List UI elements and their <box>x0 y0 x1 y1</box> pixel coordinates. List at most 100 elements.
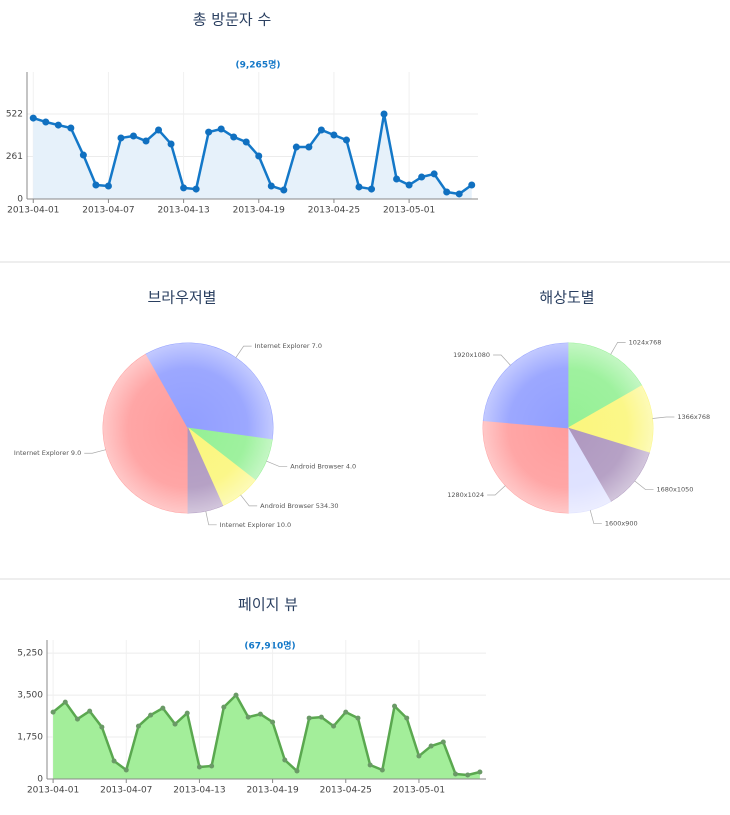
point <box>305 143 313 151</box>
point <box>343 709 349 715</box>
point <box>453 771 459 777</box>
area <box>33 114 472 199</box>
slice-label: 1280x1024 <box>447 491 484 499</box>
point <box>217 125 225 133</box>
x-tick-label: 2013-04-07 <box>82 206 134 216</box>
point <box>404 715 410 721</box>
leader-line <box>610 341 626 355</box>
point <box>205 128 213 136</box>
point <box>294 768 300 774</box>
leader-line <box>84 449 106 454</box>
leader-line <box>634 480 654 490</box>
point <box>29 114 37 122</box>
point <box>280 186 288 194</box>
slice-label: Android Browser 534.30 <box>260 502 338 510</box>
x-tick-label: 2013-05-01 <box>393 786 445 796</box>
slice-label: Internet Explorer 9.0 <box>14 449 81 457</box>
line <box>52 693 481 777</box>
y-tick-label: 522 <box>6 110 23 120</box>
point <box>221 704 227 710</box>
point <box>111 758 117 764</box>
point <box>342 136 350 144</box>
leader-line <box>487 485 506 496</box>
point <box>392 703 398 709</box>
slice-label: 1920x1080 <box>453 351 490 359</box>
point <box>355 183 363 191</box>
point <box>230 133 238 141</box>
point <box>99 724 105 730</box>
y-tick-label: 5,250 <box>17 649 43 659</box>
point <box>245 714 251 720</box>
slice-label: 1680x1050 <box>657 486 694 494</box>
point <box>430 170 438 178</box>
slice-label: 1024x768 <box>629 338 662 346</box>
point <box>355 715 361 721</box>
point <box>257 711 263 717</box>
leader-line <box>589 509 602 524</box>
leader-line <box>235 345 252 358</box>
x-tick-label: 2013-04-07 <box>100 786 152 796</box>
chart-title: 페이지 뷰 <box>238 596 298 614</box>
slice-label: Android Browser 4.0 <box>290 462 356 470</box>
point <box>123 767 129 773</box>
point <box>440 739 446 745</box>
point <box>367 762 373 768</box>
slice-label: Internet Explorer 7.0 <box>255 342 322 350</box>
point <box>50 709 56 715</box>
leader-line <box>205 511 217 526</box>
x-tick-label: 2013-04-01 <box>27 786 79 796</box>
point <box>242 138 250 146</box>
y-tick-label: 1,750 <box>17 733 43 743</box>
y-tick-label: 261 <box>6 152 23 162</box>
point <box>292 143 300 151</box>
point <box>192 185 200 193</box>
point <box>92 181 100 189</box>
slice-label: 1366x768 <box>677 413 710 421</box>
x-tick-label: 2013-04-13 <box>157 206 209 216</box>
chart-title: 총 방문자 수 <box>193 11 272 29</box>
point <box>405 181 413 189</box>
point <box>428 743 434 749</box>
x-tick-label: 2013-04-01 <box>7 206 59 216</box>
area <box>53 695 480 779</box>
point <box>67 124 75 132</box>
chart-title: 브라우저별 <box>147 289 216 307</box>
point <box>117 134 125 142</box>
point <box>54 121 62 129</box>
y-tick-label: 0 <box>37 775 43 785</box>
leader-line <box>652 416 675 419</box>
point <box>233 692 239 698</box>
point <box>393 175 401 183</box>
x-tick-label: 2013-04-25 <box>308 206 360 216</box>
point <box>317 126 325 134</box>
leader-line <box>240 494 258 507</box>
x-tick-label: 2013-04-19 <box>246 786 299 796</box>
point <box>368 185 376 193</box>
point <box>443 188 451 196</box>
point <box>330 131 338 139</box>
point <box>172 721 178 727</box>
point <box>468 181 476 189</box>
x-tick-label: 2013-04-19 <box>233 206 286 216</box>
y-tick-label: 3,500 <box>17 691 43 701</box>
point <box>79 151 87 159</box>
point <box>196 764 202 770</box>
slice-label: Internet Explorer 10.0 <box>220 521 291 529</box>
y-tick-label: 0 <box>17 195 23 205</box>
x-tick-label: 2013-04-13 <box>173 786 225 796</box>
x-tick-label: 2013-04-25 <box>320 786 372 796</box>
point <box>42 118 50 126</box>
point <box>160 705 166 711</box>
point <box>418 173 426 181</box>
chart-subtitle: (9,265명) <box>236 59 281 71</box>
point <box>270 719 276 725</box>
point <box>318 714 324 720</box>
chart-subtitle: (67,910명) <box>244 640 295 652</box>
slice-label: 1600x900 <box>605 520 638 528</box>
point <box>380 110 388 118</box>
point <box>180 184 188 192</box>
point <box>135 723 141 729</box>
point <box>129 132 137 140</box>
